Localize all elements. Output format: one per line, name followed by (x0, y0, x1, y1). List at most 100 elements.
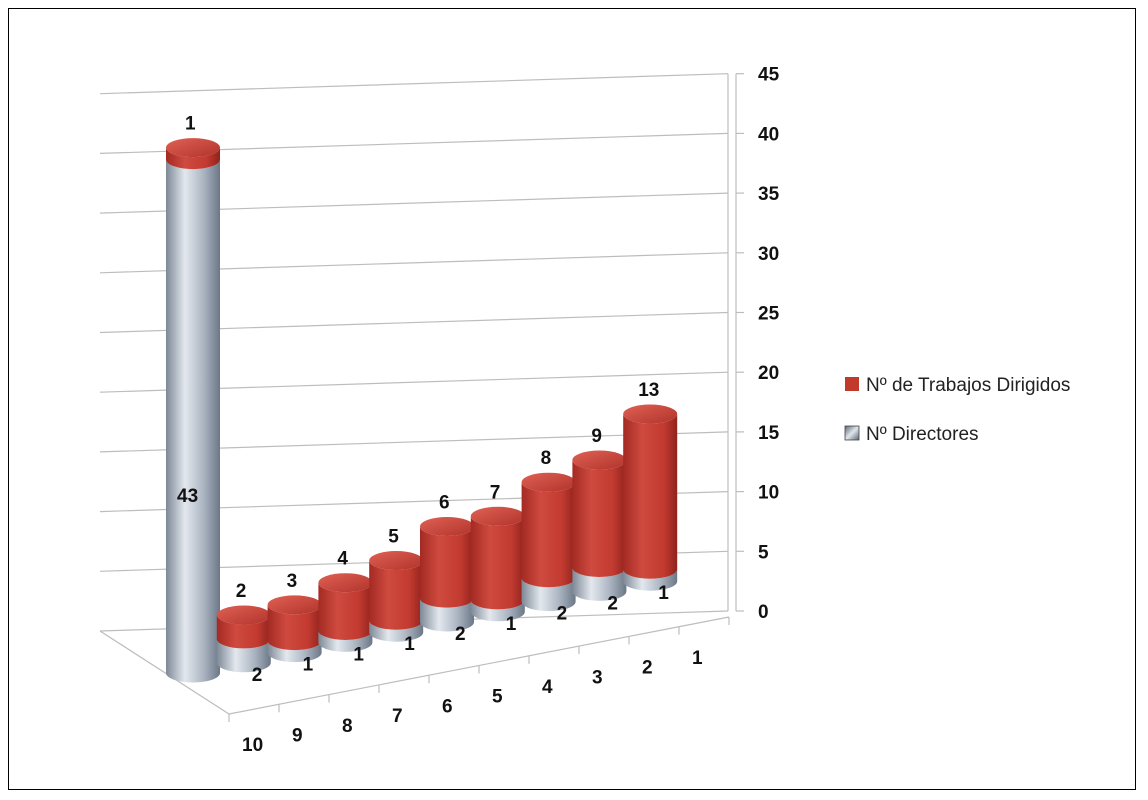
bar-trabajos-cap (521, 472, 576, 492)
data-label-trabajos: 8 (541, 448, 552, 469)
bar-trabajos (369, 551, 424, 630)
legend-label-directores: Nº Directores (866, 424, 979, 445)
data-label-directores: 2 (607, 593, 618, 614)
bar-trabajos-cap (369, 551, 424, 571)
data-label-trabajos: 3 (287, 571, 298, 592)
data-label-directores: 1 (404, 634, 415, 655)
bar-trabajos-body (318, 582, 373, 640)
bar-trabajos-body (369, 560, 424, 630)
bar-directores-body (267, 640, 322, 663)
data-label-trabajos: 9 (591, 426, 602, 447)
bar-trabajos (470, 506, 525, 610)
bar-trabajos-body (267, 604, 322, 651)
bar-directores-body (318, 630, 373, 652)
data-label-directores: 43 (177, 486, 198, 507)
y-tick-label: 15 (758, 423, 780, 444)
data-label-directores: 2 (455, 624, 466, 645)
legend-item-directores: Nº Directores (844, 424, 979, 445)
bar-trabajos-cap (420, 516, 474, 536)
bar-trabajos-body (521, 482, 576, 588)
x-tick-label: 7 (392, 706, 403, 727)
bar-directores (623, 569, 678, 591)
data-label-directores: 1 (303, 655, 314, 676)
bar-trabajos-cap (166, 138, 220, 158)
bar-trabajos-body (420, 526, 474, 608)
data-label-directores: 1 (658, 583, 669, 604)
bar-trabajos (166, 138, 220, 170)
data-label-directores: 2 (252, 665, 263, 686)
x-tick-label: 4 (542, 677, 553, 698)
bar-trabajos-body (623, 414, 678, 579)
legend-swatch-trabajos (845, 377, 859, 391)
bar-trabajos-cap (572, 450, 627, 470)
bar-trabajos-cap (267, 595, 322, 615)
x-tick-label: 6 (442, 696, 453, 717)
bar-directores (521, 577, 576, 612)
bar-directores-body (369, 620, 424, 642)
bar-directores-body (623, 569, 678, 591)
legend-item-trabajos: Nº de Trabajos Dirigidos (845, 375, 1070, 396)
legend: Nº de Trabajos Dirigidos Nº Directores (844, 375, 1070, 445)
gridline-back (99, 73, 729, 95)
data-label-trabajos: 4 (337, 549, 348, 570)
floor-edge-left (99, 630, 230, 715)
bar-directores-body (420, 598, 474, 632)
bar-trabajos-body (572, 460, 627, 578)
bar-trabajos-cap (623, 404, 678, 424)
bar-trabajos-cap (318, 573, 373, 593)
data-label-trabajos: 13 (638, 380, 659, 401)
bar-directores (318, 630, 373, 652)
bar-directores-body (521, 577, 576, 612)
bar-directores-body (572, 567, 627, 601)
bar-trabajos (572, 450, 627, 578)
bar-directores (572, 567, 627, 601)
data-label-trabajos: 2 (236, 581, 247, 602)
bar-trabajos-cap (216, 605, 271, 625)
bar-directores (166, 159, 220, 683)
y-tick-label: 40 (758, 124, 779, 145)
y-tick-label: 20 (758, 363, 779, 384)
x-tick-label: 1 (692, 648, 703, 669)
bar-trabajos-body (166, 147, 220, 170)
y-tick-label: 25 (758, 304, 780, 325)
y-tick-label: 0 (758, 602, 769, 623)
data-label-trabajos: 7 (490, 482, 501, 503)
bar-directores-body (470, 599, 525, 622)
data-label-trabajos: 1 (185, 114, 196, 135)
bar-trabajos (216, 605, 271, 649)
data-label-directores: 2 (557, 604, 568, 625)
bar-trabajos-cap (470, 506, 525, 526)
y-tick-label: 35 (758, 184, 780, 205)
legend-swatch-directores (844, 425, 860, 441)
bar-directores (420, 598, 474, 632)
y-tick-label: 10 (758, 483, 779, 504)
bar-directores (267, 640, 322, 663)
x-tick-label: 9 (292, 725, 303, 746)
bar-directores-body (166, 159, 220, 683)
bars-layer (166, 138, 678, 683)
data-label-trabajos: 5 (388, 527, 399, 548)
data-label-directores: 1 (353, 644, 364, 665)
y-tick-label: 5 (758, 542, 769, 563)
bar-directores (216, 638, 271, 673)
y-tick-label: 30 (758, 244, 779, 265)
x-tick-label: 3 (592, 667, 603, 688)
bar-trabajos (267, 595, 322, 651)
x-tick-label: 2 (642, 658, 653, 679)
data-label-trabajos: 6 (439, 492, 450, 513)
legend-label-trabajos: Nº de Trabajos Dirigidos (866, 375, 1070, 396)
bar-trabajos (623, 404, 678, 579)
bar-trabajos (318, 573, 373, 640)
bar-trabajos-body (470, 516, 525, 610)
x-tick-label: 8 (342, 716, 353, 737)
y-tick-label: 45 (758, 65, 780, 86)
x-tick-label: 5 (492, 687, 503, 708)
bar-trabajos (420, 516, 474, 608)
x-tick-label: 10 (242, 735, 263, 756)
bar-trabajos-body (216, 615, 271, 649)
bar-directores (470, 599, 525, 622)
bar-directores-body (216, 638, 271, 673)
bar-trabajos (521, 472, 576, 588)
